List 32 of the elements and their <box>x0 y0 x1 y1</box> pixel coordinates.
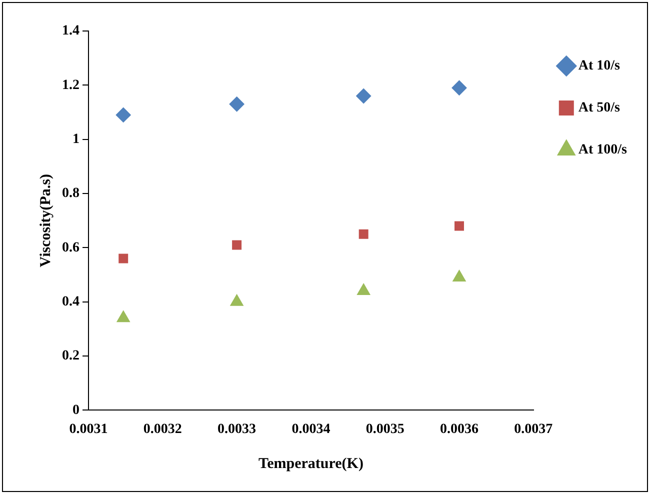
legend-label: At 100/s <box>578 142 628 158</box>
y-tick-label: 1 <box>72 132 80 147</box>
point <box>229 96 244 112</box>
point <box>357 284 370 296</box>
point <box>452 270 466 282</box>
y-tick-label: 0.4 <box>62 294 80 310</box>
x-tick-label: 0.0035 <box>366 422 404 438</box>
legend-label: At 50/s <box>578 100 621 116</box>
x-tick-label: 0.0034 <box>292 422 330 438</box>
point <box>232 240 242 250</box>
point <box>358 229 368 239</box>
x-axis-title: Temperature(K) <box>258 456 364 472</box>
y-tick-label: 1.2 <box>62 78 80 93</box>
x-tick-label: 0.0037 <box>514 422 553 438</box>
x-tick-label: 0.0036 <box>440 422 478 438</box>
point <box>452 80 467 96</box>
y-tick-label: 0.6 <box>62 240 80 256</box>
x-tick-label: 0.0031 <box>69 422 108 438</box>
point <box>118 254 128 264</box>
y-tick-label: 0.8 <box>62 186 80 202</box>
y-tick-label: 1.4 <box>62 24 80 39</box>
y-axis-title: Viscosity(Pa.s) <box>38 174 54 268</box>
point <box>230 294 244 306</box>
x-tick-label: 0.0033 <box>218 422 256 438</box>
point <box>454 221 464 231</box>
point <box>356 88 372 104</box>
point <box>116 107 131 122</box>
legend-label: At 10/s <box>578 58 621 74</box>
y-tick-label: 0.2 <box>62 348 80 364</box>
point <box>116 310 130 322</box>
x-tick-label: 0.0032 <box>143 422 182 438</box>
y-tick-label: 0 <box>72 402 80 418</box>
